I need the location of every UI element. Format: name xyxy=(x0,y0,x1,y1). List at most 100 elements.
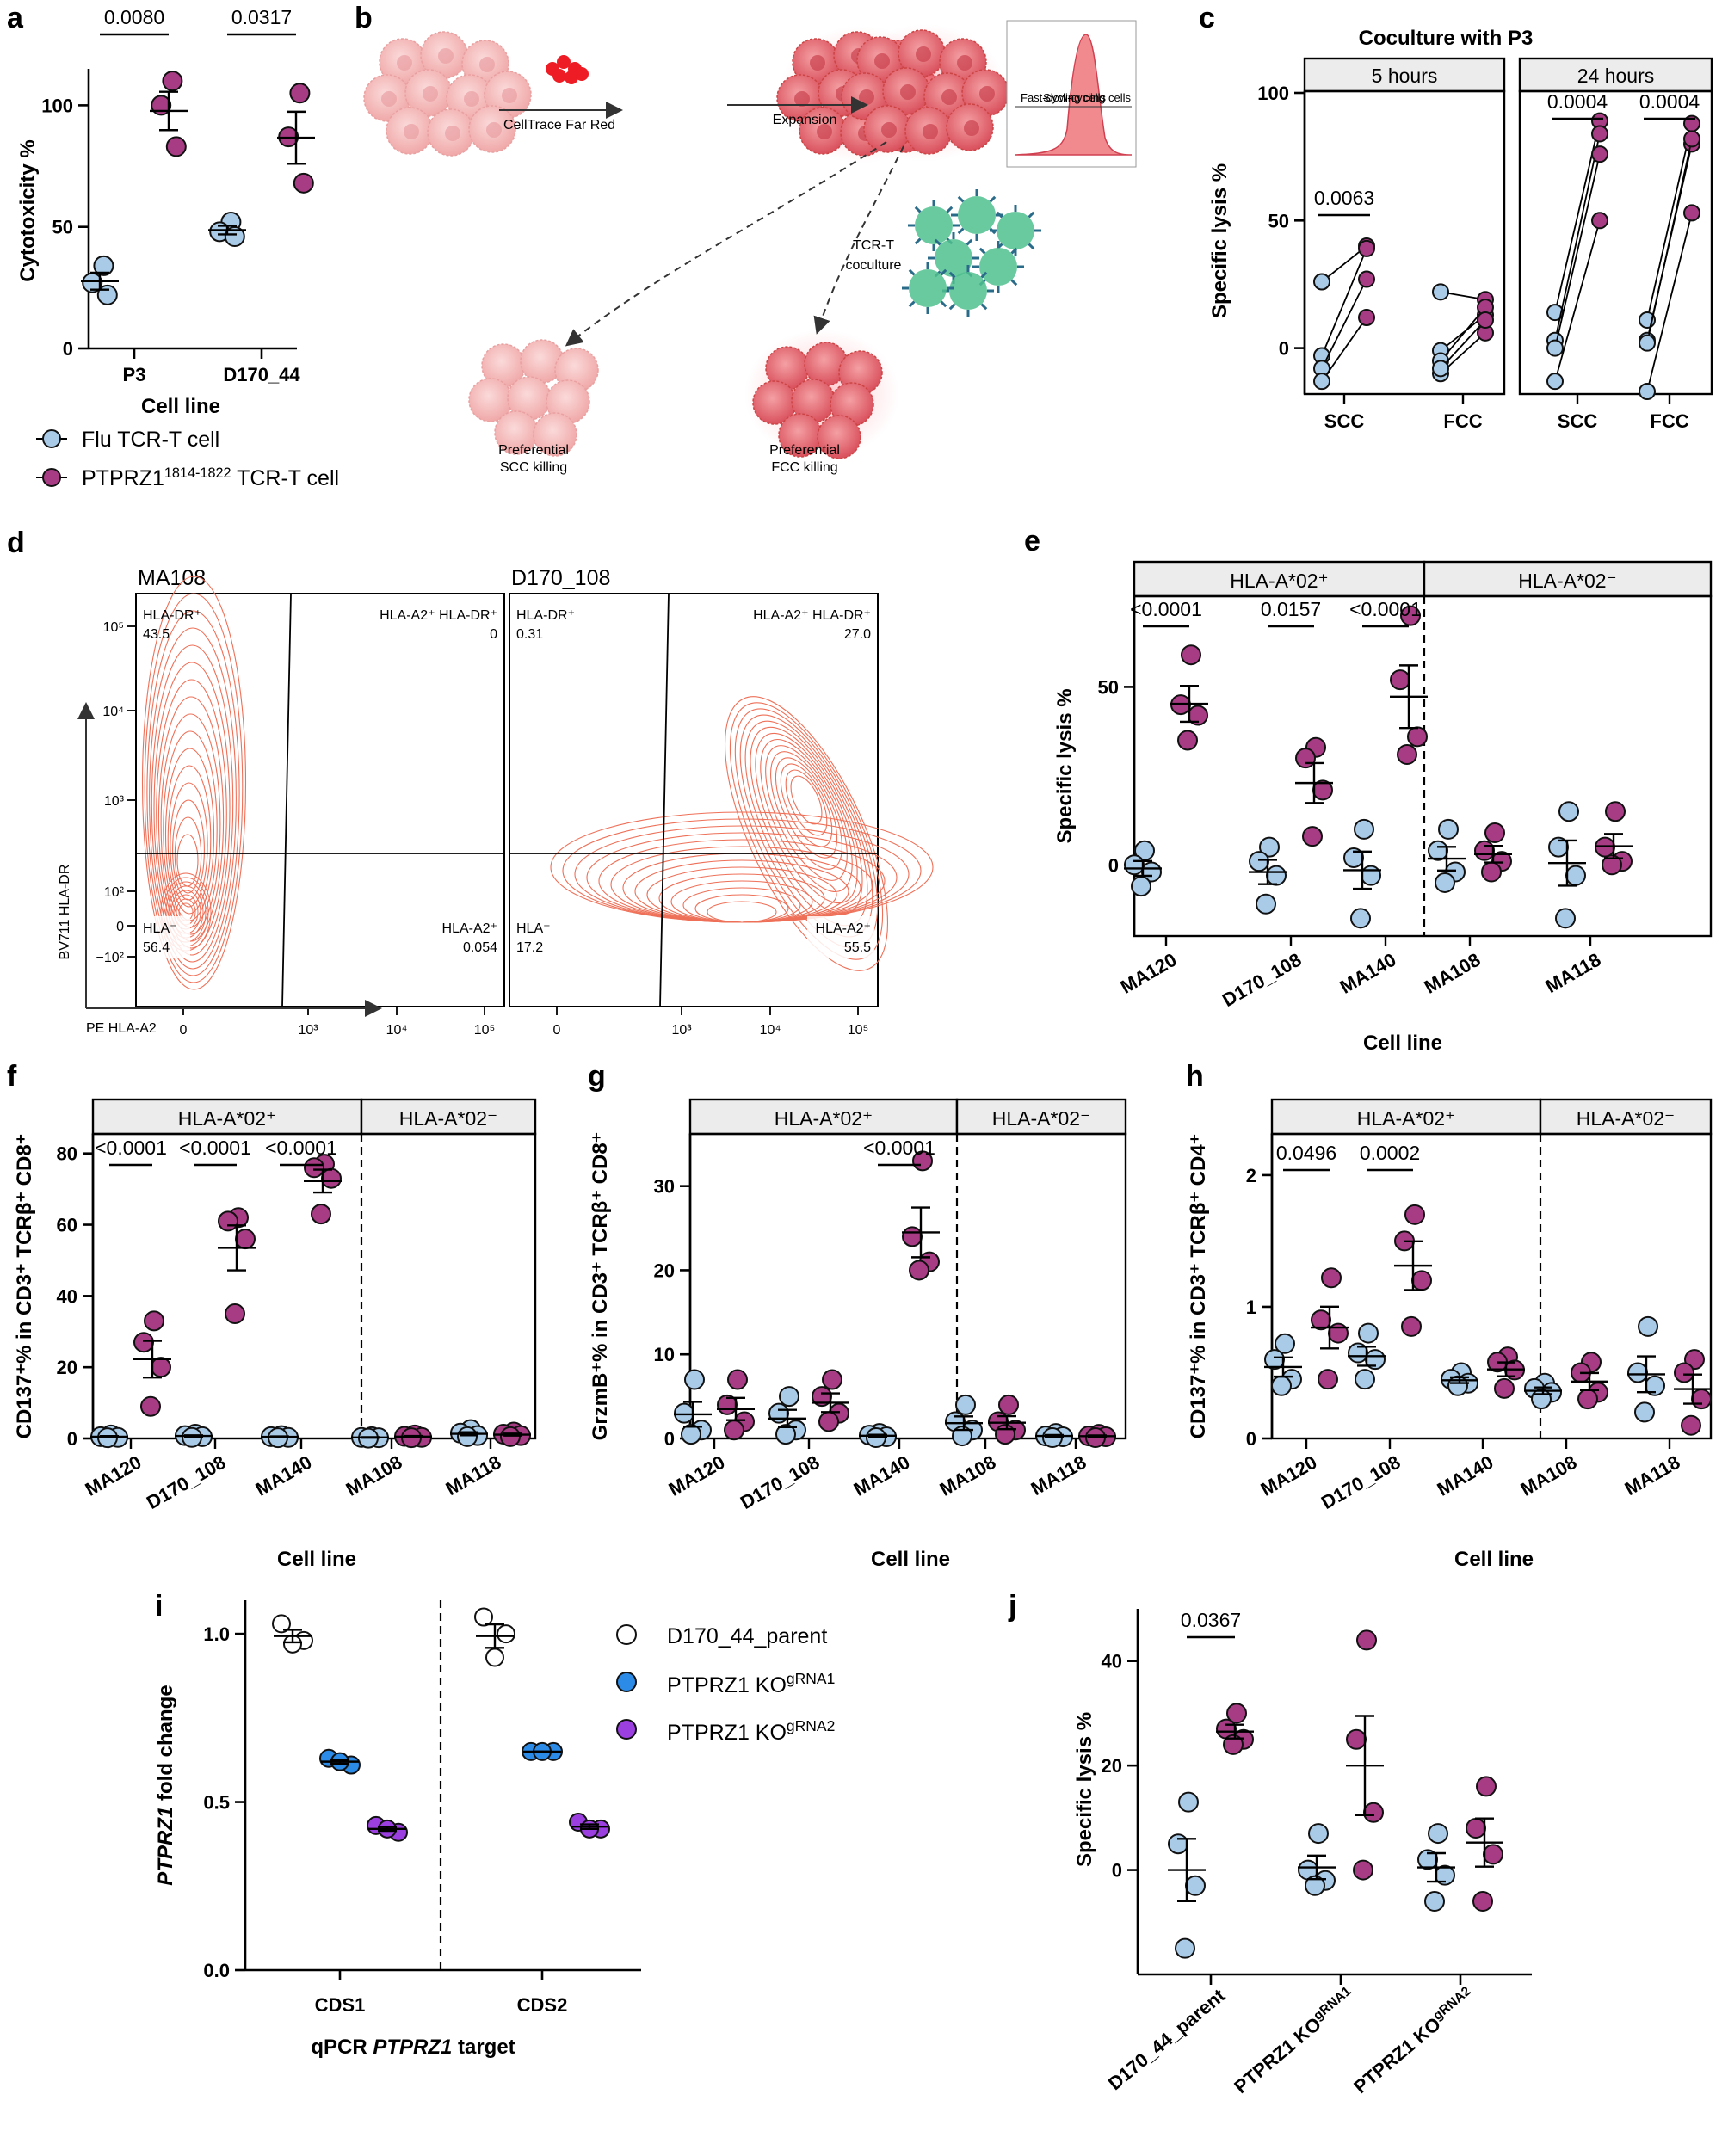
data-point-j xyxy=(1226,1703,1247,1724)
y-axis-title-g: GrzmB⁺% in CD3⁺ TCRβ⁺ CD8⁺ xyxy=(589,1132,612,1441)
tcr-cell xyxy=(915,206,953,244)
legend-swatch-ptprz1 xyxy=(42,468,61,487)
p-value-label: 0.0002 xyxy=(1360,1142,1420,1164)
contour xyxy=(750,726,863,915)
paired-line-c xyxy=(1554,153,1601,348)
plot-frame-g xyxy=(688,1132,1127,1440)
data-point-j xyxy=(1356,1629,1377,1651)
paired-line-c xyxy=(1321,248,1367,356)
p-value-f: <0.0001 xyxy=(265,1137,337,1167)
data-point-f xyxy=(304,1157,324,1179)
gate-vertical xyxy=(659,593,670,1007)
error-bar-g xyxy=(674,1401,712,1428)
nucleus xyxy=(859,89,874,105)
y-tick-label: 0 xyxy=(1279,338,1289,360)
data-point-h xyxy=(1577,1389,1598,1410)
nucleus xyxy=(810,55,825,71)
y-axis-c: 0 50 100 xyxy=(1257,83,1306,394)
p-value-c: 0.0063 xyxy=(1314,187,1374,217)
flow-y-tick-label: 10³ xyxy=(104,794,125,809)
error-bar-g xyxy=(717,1396,755,1421)
y-tick-label: 80 xyxy=(57,1143,77,1165)
tcr-receptor xyxy=(914,206,922,213)
data-point-j xyxy=(1168,1833,1188,1855)
contour xyxy=(149,627,237,970)
x-tick-label-c: SCC xyxy=(1558,410,1598,432)
y-tick-label: 20 xyxy=(1102,1755,1122,1777)
error-bar-h xyxy=(1441,1376,1478,1384)
x-tick-label-f: MA140 xyxy=(252,1451,316,1500)
error-bar-j xyxy=(1417,1851,1455,1883)
error-bar-a xyxy=(208,225,246,236)
data-point-c-ptprz1 xyxy=(1591,145,1608,163)
panel-label-i: i xyxy=(155,1590,163,1623)
p-value-label: 0.0317 xyxy=(231,6,292,28)
data-point-j xyxy=(1466,1818,1486,1839)
data-point-g xyxy=(674,1402,694,1424)
quadrant-label-neg: HLA⁻ xyxy=(143,921,177,936)
flow-title-left: MA108 xyxy=(138,566,206,590)
x-tick-label-a: D170_44 xyxy=(223,364,300,385)
error-bar-e xyxy=(1428,846,1466,872)
data-point-h xyxy=(1401,1315,1422,1337)
data-point-e xyxy=(1266,865,1287,886)
x-tick-label-e: D170_108 xyxy=(1219,949,1305,1011)
data-point-e xyxy=(1397,744,1417,766)
x-tick-label-e: MA120 xyxy=(1117,949,1181,998)
nucleus xyxy=(794,91,810,107)
p-value-label: <0.0001 xyxy=(179,1137,251,1159)
facet-strip-f: HLA-A*02⁺ xyxy=(91,1098,363,1136)
tcr-receptor xyxy=(948,303,956,311)
data-point-g xyxy=(775,1424,796,1445)
p-value-label: 0.0496 xyxy=(1276,1142,1336,1164)
nucleus xyxy=(941,89,957,105)
data-point-j xyxy=(1305,1875,1325,1896)
data-point-g xyxy=(952,1426,972,1447)
paired-line-c xyxy=(1554,133,1601,341)
tcr-receptor xyxy=(957,227,965,235)
data-point-c-ptprz1 xyxy=(1591,212,1608,230)
error-bar-j xyxy=(1346,1715,1384,1816)
panel-label-j: j xyxy=(1008,1590,1016,1623)
nucleus xyxy=(404,124,419,139)
y-axis-j: 0 20 40 xyxy=(1102,1609,1139,1974)
contour xyxy=(760,738,853,893)
data-point-f xyxy=(144,1310,164,1332)
data-point-c-flu xyxy=(1546,373,1564,391)
strip-label: HLA-A*02⁻ xyxy=(1577,1107,1675,1130)
flow-slow-label: Slow-cycling cells xyxy=(1043,91,1131,104)
nucleus xyxy=(397,55,412,71)
data-point-f xyxy=(311,1204,331,1225)
flow-x-tick-label: 0 xyxy=(180,1023,188,1038)
data-point-i xyxy=(474,1607,493,1627)
data-point-f xyxy=(500,1426,521,1447)
legend-swatch-ko1 xyxy=(616,1672,637,1692)
error-bar-h xyxy=(1348,1346,1386,1367)
panel-c: c Coculture with P3 Specific lysis % 5 hour… xyxy=(1199,2,1713,432)
error-bar-f xyxy=(394,1434,432,1438)
data-point-g xyxy=(681,1424,701,1445)
contour xyxy=(141,576,247,990)
quadrant-label-a2dr: HLA-A2⁺ HLA-DR⁺ xyxy=(380,608,497,623)
quadrant-label-a2dr: HLA-A2⁺ HLA-DR⁺ xyxy=(753,608,871,623)
nucleus xyxy=(817,124,832,139)
x-tick-label-f: D170_108 xyxy=(143,1451,229,1513)
data-point-g xyxy=(684,1369,705,1390)
legend-a: Flu TCR-T cell PTPRZ11814-1822 TCR-T cell xyxy=(36,428,339,490)
contour xyxy=(151,644,234,963)
paired-line-c xyxy=(1646,213,1693,392)
y-tick-label: 2 xyxy=(1246,1165,1256,1186)
paired-line-c xyxy=(1554,220,1601,382)
contour xyxy=(785,769,828,836)
flow-x-tick-label: 10³ xyxy=(671,1023,692,1038)
data-point-c-ptprz1 xyxy=(1591,125,1608,143)
tcr-cell xyxy=(979,248,1017,286)
error-bar-j xyxy=(1216,1723,1254,1740)
data-point-j xyxy=(1363,1802,1384,1823)
error-bar-i xyxy=(368,1826,406,1833)
quadrant-value-a2dr: 27.0 xyxy=(844,627,871,642)
quadrant-label-a2: HLA-A2⁺ xyxy=(816,921,871,936)
flow-y-axis-title: BV711 HLA-DR xyxy=(58,865,72,960)
data-point-j xyxy=(1353,1859,1373,1881)
data-point-e xyxy=(1428,840,1448,861)
